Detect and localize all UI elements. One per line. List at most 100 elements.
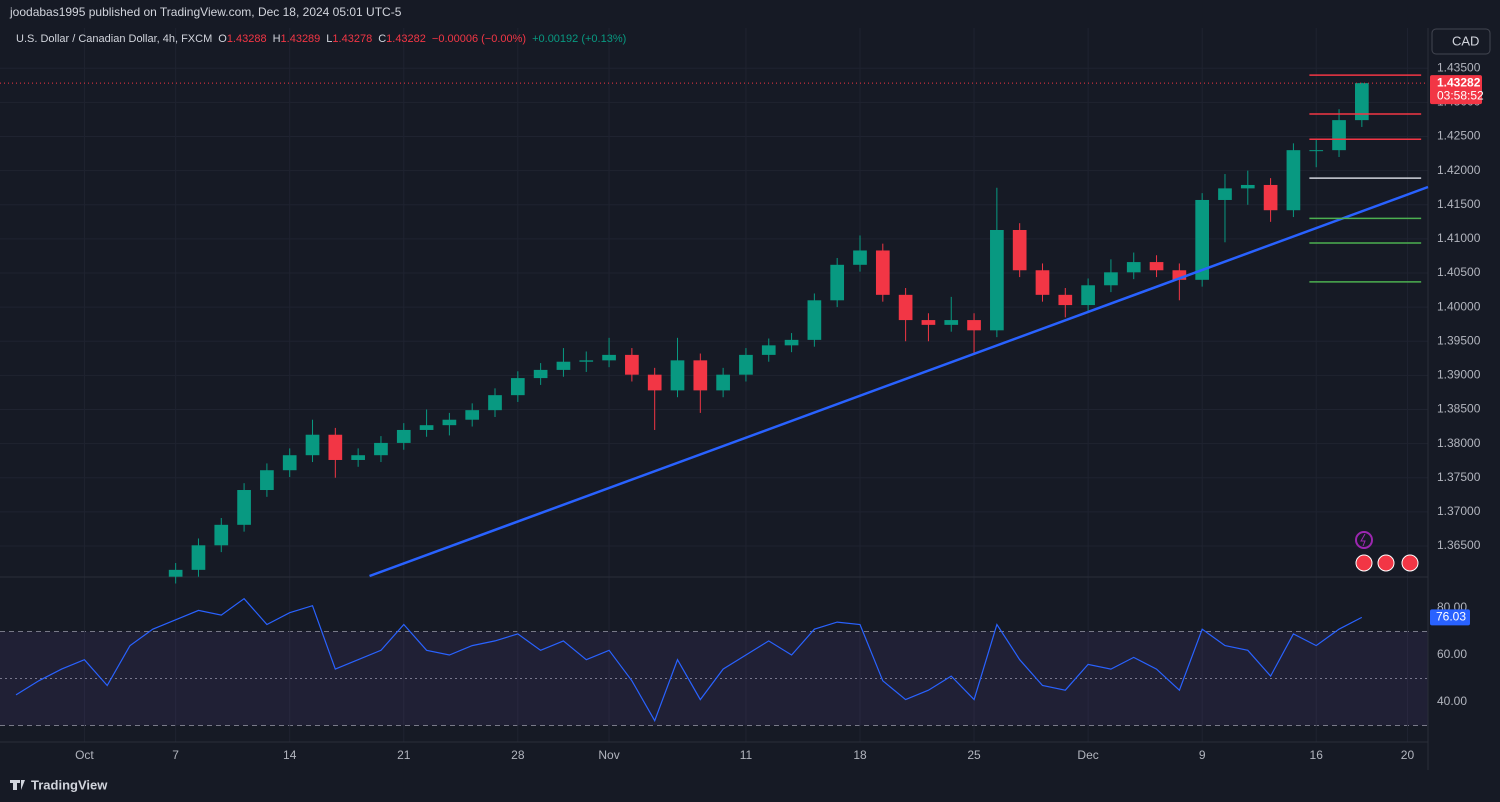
rsi-line [15, 597, 1363, 723]
candle-body [1149, 262, 1164, 271]
currency[interactable]: CAD [1452, 33, 1479, 48]
candle-body [739, 354, 753, 375]
y-tick-label: 1.41500 [1437, 197, 1481, 211]
grid [0, 28, 1428, 742]
x-tick-label: 20 [1401, 748, 1415, 762]
candle-body [488, 395, 502, 411]
y-tick-label: 1.40500 [1437, 265, 1481, 279]
candle-body [396, 429, 411, 443]
candle-body [1081, 285, 1095, 306]
event-icon[interactable] [1355, 531, 1373, 549]
ohlc-label: O [218, 33, 227, 45]
y-tick-label: 1.40000 [1437, 299, 1481, 313]
x-tick-label: 7 [172, 748, 179, 762]
y-tick-label: 1.37000 [1437, 504, 1481, 518]
event-icon-bolt [1360, 533, 1366, 547]
candle-body [1309, 150, 1324, 152]
x-tick-label: 14 [283, 748, 297, 762]
y-tick-label: 1.42500 [1437, 129, 1481, 143]
candle-body [1286, 150, 1301, 211]
y-tick-label: 1.36500 [1437, 538, 1481, 552]
last-price-box [1430, 75, 1482, 105]
change-total: +0.00192 (+0.13%) [532, 33, 626, 45]
y-tick-label: 40.00 [1437, 694, 1467, 708]
x-tick-label: 21 [397, 748, 411, 762]
ohlc-label: H [273, 33, 281, 45]
candle-body [191, 545, 206, 570]
x-tick-label: 11 [740, 748, 753, 762]
ohlc-value: 1.43289 [281, 33, 321, 45]
ohlc-value: 1.43282 [386, 33, 426, 45]
y-tick-label: 1.41000 [1437, 231, 1481, 245]
y-tick-label: 1.43500 [1437, 60, 1481, 74]
candle-body [830, 264, 845, 301]
candle-body [533, 369, 548, 379]
candle-body [875, 250, 890, 295]
x-tick-label: Oct [75, 748, 94, 762]
candle-body [374, 442, 388, 456]
candle-body [328, 434, 343, 460]
symbol-line: U.S. Dollar / Canadian Dollar, 4h, FXCM O… [16, 33, 626, 45]
candle-body [1195, 199, 1210, 280]
x-tick-label: 18 [853, 748, 867, 762]
candle-body [556, 361, 571, 370]
candle-body [1240, 184, 1255, 189]
candle-body [693, 360, 708, 391]
candle-body [784, 339, 799, 346]
publisher: joodabas1995 published on TradingView.co… [9, 5, 402, 19]
candle-body [1332, 120, 1346, 151]
x-tick-label: 28 [511, 748, 525, 762]
candle-body [168, 569, 183, 577]
candle-body [898, 294, 913, 321]
candle-body [1218, 188, 1232, 200]
change: −0.00006 (−0.00%) [432, 33, 526, 45]
y-tick-label: 1.38000 [1437, 436, 1481, 450]
candle-body [990, 230, 1004, 331]
candle-body [510, 378, 525, 396]
y-tick-label: 60.00 [1437, 647, 1467, 661]
event-flag[interactable] [1377, 554, 1395, 572]
brand: TradingView [31, 777, 108, 792]
candle-body [214, 524, 229, 546]
candle-body [602, 354, 616, 361]
ohlc-label: L [326, 33, 332, 45]
currency-button[interactable] [1431, 28, 1491, 55]
y-tick-label: 1.42000 [1437, 163, 1481, 177]
event-flag[interactable] [1355, 554, 1373, 572]
x-tick-label: 25 [967, 748, 981, 762]
candle-body [716, 374, 730, 391]
plot [0, 74, 1429, 723]
candle-body [853, 250, 867, 265]
brand-logo [10, 780, 25, 790]
candle-body [442, 419, 457, 426]
candle-body [647, 374, 662, 391]
x-tick-label: Dec [1077, 748, 1098, 762]
candle-body [761, 345, 776, 355]
candle-body [1172, 270, 1187, 280]
x-tick-label: 9 [1199, 748, 1206, 762]
candle-body [1263, 184, 1278, 211]
ohlc-value: 1.43278 [332, 33, 372, 45]
candle-body [465, 410, 480, 420]
candle-body [1104, 272, 1118, 286]
candle-body [967, 320, 981, 331]
x-tick-label: Nov [598, 748, 619, 762]
event-flag[interactable] [1401, 554, 1419, 572]
ohlc-label: C [378, 33, 386, 45]
candle-body [1355, 83, 1369, 121]
candle-body [1012, 230, 1027, 271]
candle-body [579, 360, 594, 362]
ohlc-value: 1.43288 [227, 33, 267, 45]
rsi-value-box [1430, 609, 1470, 626]
rsi-band [0, 631, 1428, 726]
candle-body [260, 470, 274, 491]
y-tick-label: 1.39000 [1437, 368, 1481, 382]
candle-body [305, 434, 320, 456]
x-tick-label: 16 [1310, 748, 1324, 762]
trendline [369, 185, 1429, 578]
candle-body [1035, 270, 1050, 295]
candle-body [282, 455, 297, 471]
candle-body [1126, 262, 1141, 273]
